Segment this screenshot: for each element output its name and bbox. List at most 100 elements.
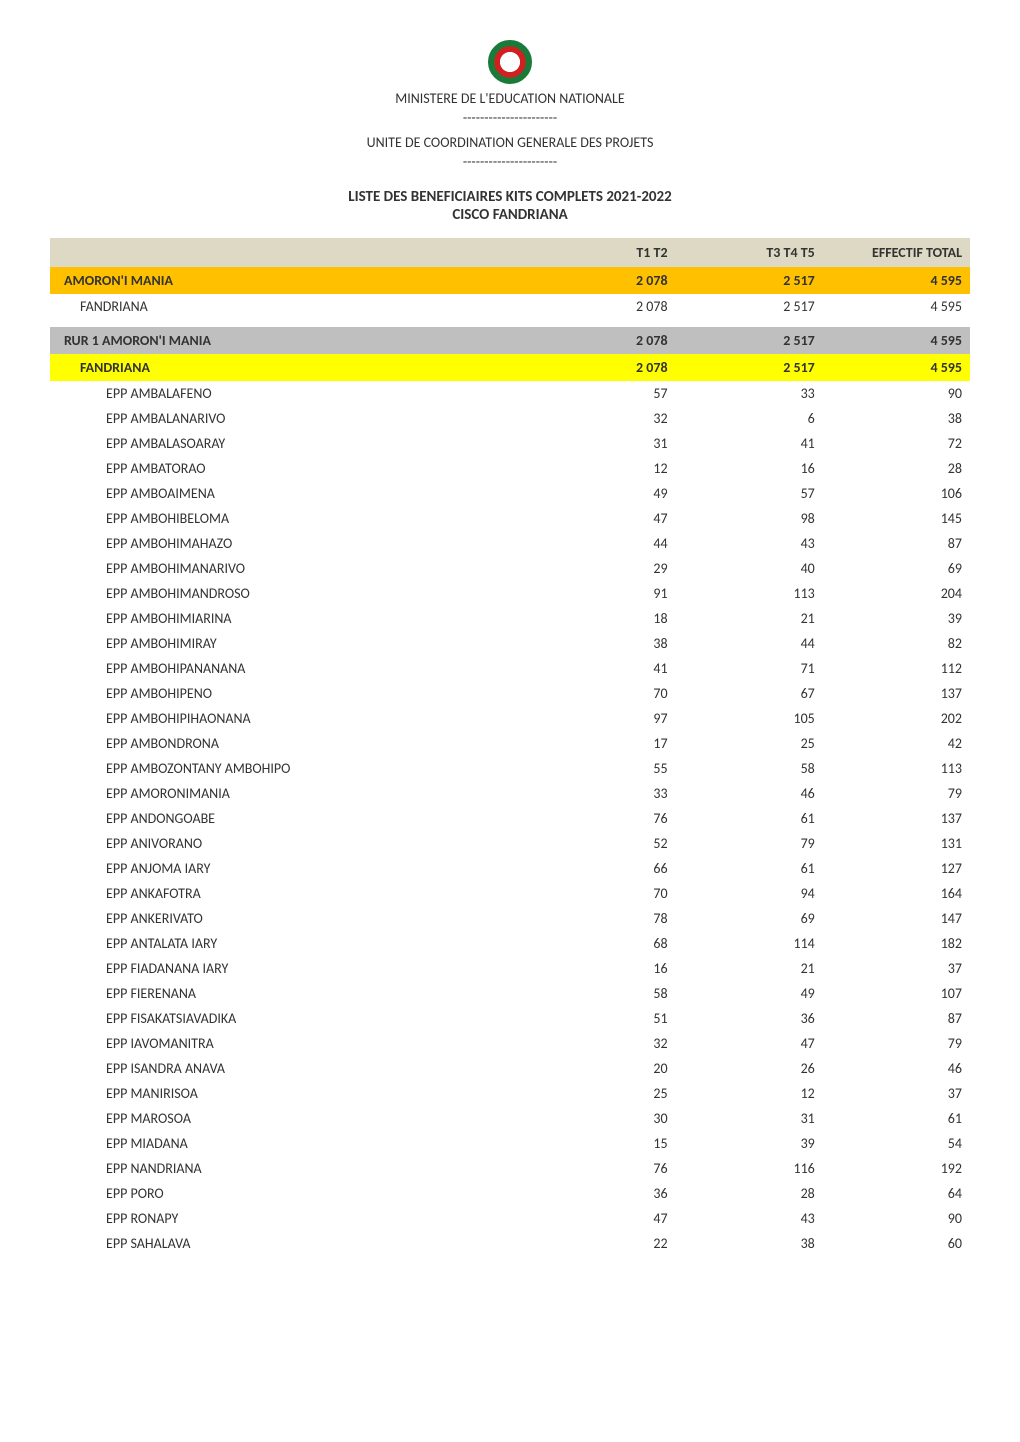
school-name: EPP ANTALATA IARY bbox=[50, 931, 528, 956]
school-t1t2: 78 bbox=[528, 906, 675, 931]
school-t1t2: 20 bbox=[528, 1056, 675, 1081]
school-name: EPP ISANDRA ANAVA bbox=[50, 1056, 528, 1081]
rur-t1t2: 2 078 bbox=[528, 327, 675, 354]
school-t3t4t5: 41 bbox=[676, 431, 823, 456]
school-row: EPP AMBOHIBELOMA4798145 bbox=[50, 506, 970, 531]
school-eff: 54 bbox=[823, 1131, 970, 1156]
school-t3t4t5: 33 bbox=[676, 381, 823, 406]
school-t3t4t5: 21 bbox=[676, 606, 823, 631]
school-t1t2: 17 bbox=[528, 731, 675, 756]
school-name: EPP RONAPY bbox=[50, 1206, 528, 1231]
document-title: LISTE DES BENEFICIAIRES KITS COMPLETS 20… bbox=[50, 188, 970, 206]
school-name: EPP AMBOHIPIHAONANA bbox=[50, 706, 528, 731]
school-name: EPP AMBOHIPENO bbox=[50, 681, 528, 706]
school-t1t2: 18 bbox=[528, 606, 675, 631]
school-name: EPP AMBOHIMANARIVO bbox=[50, 556, 528, 581]
school-t3t4t5: 67 bbox=[676, 681, 823, 706]
school-name: EPP AMBALAFENO bbox=[50, 381, 528, 406]
school-name: EPP AMBALASOARAY bbox=[50, 431, 528, 456]
school-eff: 90 bbox=[823, 1206, 970, 1231]
school-row: EPP AMORONIMANIA334679 bbox=[50, 781, 970, 806]
school-eff: 131 bbox=[823, 831, 970, 856]
school-eff: 87 bbox=[823, 531, 970, 556]
school-row: EPP PORO362864 bbox=[50, 1181, 970, 1206]
cisco-t3t4t5: 2 517 bbox=[676, 354, 823, 381]
school-t3t4t5: 57 bbox=[676, 481, 823, 506]
school-t3t4t5: 79 bbox=[676, 831, 823, 856]
school-eff: 113 bbox=[823, 756, 970, 781]
school-row: EPP FIADANANA IARY162137 bbox=[50, 956, 970, 981]
school-t1t2: 76 bbox=[528, 806, 675, 831]
school-row: EPP ANJOMA IARY6661127 bbox=[50, 856, 970, 881]
school-eff: 106 bbox=[823, 481, 970, 506]
school-eff: 90 bbox=[823, 381, 970, 406]
school-t3t4t5: 46 bbox=[676, 781, 823, 806]
school-t1t2: 15 bbox=[528, 1131, 675, 1156]
school-row: EPP AMBOHIPIHAONANA97105202 bbox=[50, 706, 970, 731]
col-header-name bbox=[50, 238, 528, 267]
rur-row: RUR 1 AMORON'I MANIA 2 078 2 517 4 595 bbox=[50, 327, 970, 354]
school-row: EPP AMBATORAO121628 bbox=[50, 456, 970, 481]
school-name: EPP PORO bbox=[50, 1181, 528, 1206]
school-name: EPP ANKAFOTRA bbox=[50, 881, 528, 906]
school-row: EPP ANDONGOABE7661137 bbox=[50, 806, 970, 831]
school-t1t2: 91 bbox=[528, 581, 675, 606]
school-t1t2: 44 bbox=[528, 531, 675, 556]
document-subtitle: CISCO FANDRIANA bbox=[50, 206, 970, 224]
school-t1t2: 47 bbox=[528, 1206, 675, 1231]
unit-line: UNITE DE COORDINATION GENERALE DES PROJE… bbox=[50, 134, 970, 151]
school-t3t4t5: 43 bbox=[676, 531, 823, 556]
col-header-t1t2: T1 T2 bbox=[528, 238, 675, 267]
school-t3t4t5: 113 bbox=[676, 581, 823, 606]
rur-eff: 4 595 bbox=[823, 327, 970, 354]
school-name: EPP FIERENANA bbox=[50, 981, 528, 1006]
school-name: EPP AMBOAIMENA bbox=[50, 481, 528, 506]
school-t1t2: 49 bbox=[528, 481, 675, 506]
school-name: EPP AMBOHIMIARINA bbox=[50, 606, 528, 631]
school-t1t2: 41 bbox=[528, 656, 675, 681]
school-eff: 127 bbox=[823, 856, 970, 881]
school-eff: 79 bbox=[823, 1031, 970, 1056]
school-eff: 107 bbox=[823, 981, 970, 1006]
school-name: EPP AMBONDRONA bbox=[50, 731, 528, 756]
school-t3t4t5: 28 bbox=[676, 1181, 823, 1206]
school-eff: 112 bbox=[823, 656, 970, 681]
rur-name: RUR 1 AMORON'I MANIA bbox=[50, 327, 528, 354]
school-t3t4t5: 58 bbox=[676, 756, 823, 781]
school-name: EPP AMBATORAO bbox=[50, 456, 528, 481]
rur-t3t4t5: 2 517 bbox=[676, 327, 823, 354]
school-t1t2: 30 bbox=[528, 1106, 675, 1131]
school-eff: 61 bbox=[823, 1106, 970, 1131]
school-row: EPP AMBOHIPANANANA4171112 bbox=[50, 656, 970, 681]
school-row: EPP RONAPY474390 bbox=[50, 1206, 970, 1231]
school-t1t2: 52 bbox=[528, 831, 675, 856]
school-t1t2: 97 bbox=[528, 706, 675, 731]
school-row: EPP NANDRIANA76116192 bbox=[50, 1156, 970, 1181]
school-name: EPP MANIRISOA bbox=[50, 1081, 528, 1106]
district-t3t4t5: 2 517 bbox=[676, 294, 823, 319]
school-t3t4t5: 39 bbox=[676, 1131, 823, 1156]
district-t1t2: 2 078 bbox=[528, 294, 675, 319]
col-header-t3t4t5: T3 T4 T5 bbox=[676, 238, 823, 267]
school-t1t2: 47 bbox=[528, 506, 675, 531]
document-header: MINISTERE DE L'EDUCATION NATIONALE -----… bbox=[50, 40, 970, 170]
school-row: EPP IAVOMANITRA324779 bbox=[50, 1031, 970, 1056]
school-eff: 87 bbox=[823, 1006, 970, 1031]
school-name: EPP AMBALANARIVO bbox=[50, 406, 528, 431]
school-row: EPP FIERENANA5849107 bbox=[50, 981, 970, 1006]
school-row: EPP AMBOZONTANY AMBOHIPO5558113 bbox=[50, 756, 970, 781]
school-t1t2: 70 bbox=[528, 681, 675, 706]
school-name: EPP AMBOHIMAHAZO bbox=[50, 531, 528, 556]
school-t1t2: 38 bbox=[528, 631, 675, 656]
school-t3t4t5: 61 bbox=[676, 806, 823, 831]
school-t1t2: 32 bbox=[528, 1031, 675, 1056]
school-t1t2: 29 bbox=[528, 556, 675, 581]
school-t3t4t5: 98 bbox=[676, 506, 823, 531]
school-name: EPP ANKERIVATO bbox=[50, 906, 528, 931]
school-eff: 82 bbox=[823, 631, 970, 656]
school-row: EPP AMBALANARIVO32638 bbox=[50, 406, 970, 431]
school-row: EPP AMBONDRONA172542 bbox=[50, 731, 970, 756]
school-t1t2: 12 bbox=[528, 456, 675, 481]
school-row: EPP SAHALAVA223860 bbox=[50, 1231, 970, 1256]
school-t1t2: 25 bbox=[528, 1081, 675, 1106]
